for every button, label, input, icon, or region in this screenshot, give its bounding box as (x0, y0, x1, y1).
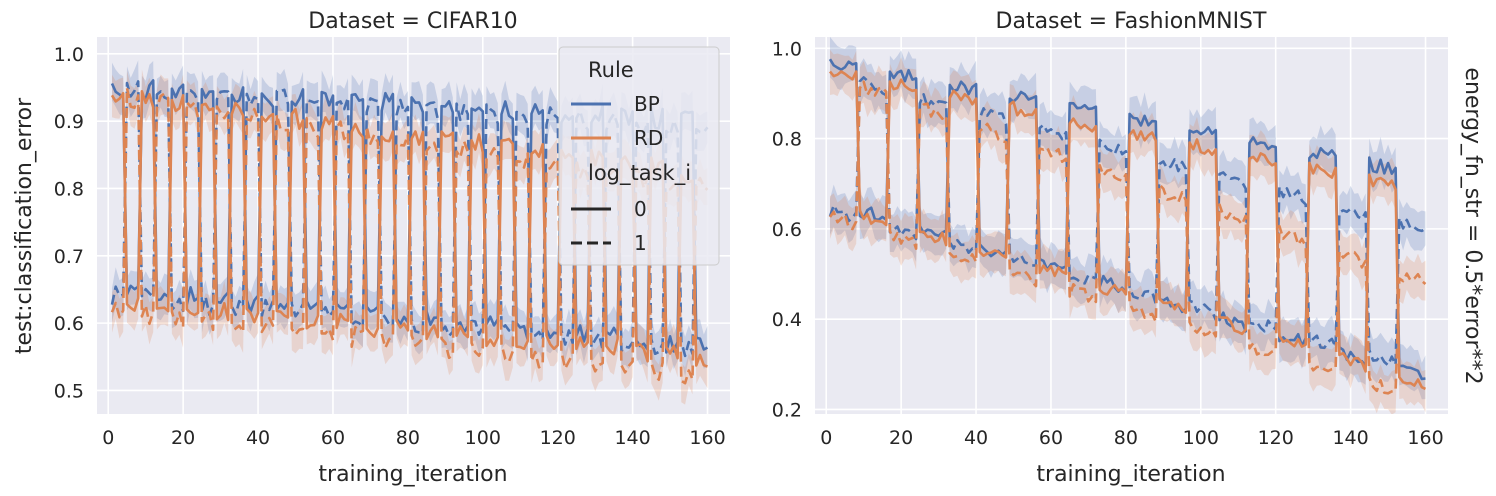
x-axis-label-cifar10: training_iteration (318, 462, 507, 487)
x-tick-label: 100 (1183, 427, 1219, 449)
panel-title-fashionmnist: Dataset = FashionMNIST (996, 9, 1268, 34)
x-tick-label: 100 (465, 427, 501, 449)
legend-label-0: 0 (634, 197, 647, 221)
x-tick-label: 60 (321, 427, 345, 449)
y-tick-label: 0.2 (772, 399, 802, 421)
x-tick-label: 120 (540, 427, 576, 449)
y-tick-label: 0.9 (54, 111, 84, 133)
x-tick-label: 140 (614, 427, 650, 449)
legend-label-1: 1 (634, 231, 647, 255)
panel-fashionmnist: 0 20 40 60 80 100 120 140 160 0.2 0.4 0.6 0.8 1.0 Da… (772, 9, 1485, 487)
y-tick-label: 0.8 (772, 129, 802, 151)
x-ticks-cifar10: 0 20 40 60 80 100 120 140 160 (102, 427, 725, 449)
x-ticks-fashionmnist: 0 20 40 60 80 100 120 140 160 (820, 427, 1443, 449)
legend-label-bp: BP (634, 92, 660, 116)
y-ticks-cifar10: 0.5 0.6 0.7 0.8 0.9 1.0 (54, 44, 84, 403)
y-tick-label: 0.8 (54, 178, 84, 200)
panel-title-cifar10: Dataset = CIFAR10 (308, 9, 517, 34)
y-tick-label: 1.0 (54, 44, 84, 66)
y-ticks-fashionmnist: 0.2 0.4 0.6 0.8 1.0 (772, 38, 802, 421)
series-line-rd-1 (828, 80, 1427, 395)
x-tick-label: 0 (820, 427, 832, 449)
x-tick-label: 160 (1407, 427, 1443, 449)
x-tick-label: 40 (964, 427, 988, 449)
x-tick-label: 140 (1332, 427, 1368, 449)
panel-cifar10: 0 20 40 60 80 100 120 140 160 0.5 0.6 0.7 0.8 0.9 1.0… (12, 9, 730, 487)
y-tick-label: 0.5 (54, 380, 84, 402)
x-tick-label: 40 (246, 427, 270, 449)
legend-label-rd: RD (634, 126, 663, 150)
y-tick-label: 0.7 (54, 246, 84, 268)
x-tick-label: 0 (102, 427, 114, 449)
y-tick-label: 0.6 (54, 313, 84, 335)
legend-title-log-task: log_task_i (588, 161, 691, 186)
x-tick-label: 120 (1258, 427, 1294, 449)
legend-title-rule: Rule (588, 58, 634, 82)
series-line-rd-0 (828, 70, 1427, 391)
x-tick-label: 20 (171, 427, 195, 449)
x-axis-label-fashionmnist: training_iteration (1036, 462, 1225, 487)
series-lines-fashionmnist (828, 58, 1427, 395)
y-tick-label: 1.0 (772, 38, 802, 60)
y-tick-label: 0.6 (772, 219, 802, 241)
x-tick-label: 80 (1114, 427, 1138, 449)
x-tick-label: 80 (396, 427, 420, 449)
x-tick-label: 20 (889, 427, 913, 449)
legend: Rule BP RD log_task_i 0 1 (558, 46, 720, 266)
x-tick-label: 60 (1039, 427, 1063, 449)
x-tick-label: 160 (689, 427, 725, 449)
y-tick-label: 0.4 (772, 309, 802, 331)
facet-row-label: energy_fn_str = 0.5*error**2 (1460, 67, 1485, 384)
y-axis-label: test:classification_error (12, 97, 37, 354)
